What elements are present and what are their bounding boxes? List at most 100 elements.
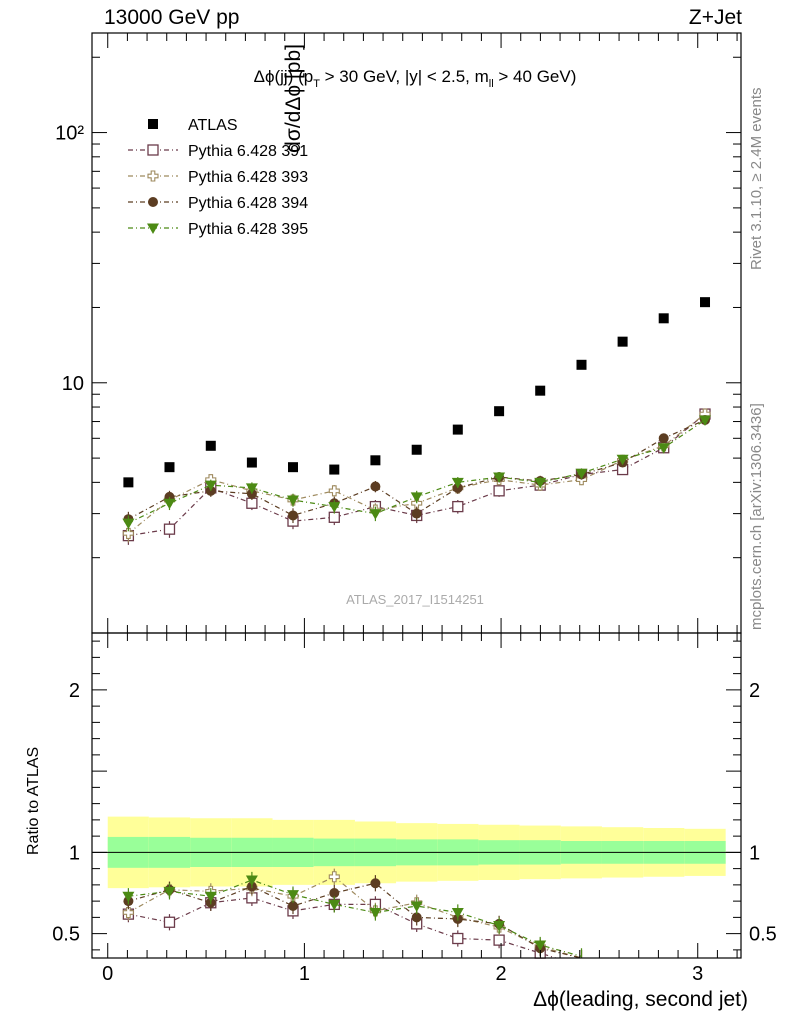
- data-point: [534, 477, 547, 489]
- data-point: [493, 934, 505, 946]
- ratio-y-tick-label: 0.5: [52, 924, 80, 946]
- ratio-series-line: [128, 879, 582, 957]
- data-point: [204, 891, 217, 903]
- data-point: [204, 480, 217, 492]
- data-point: [617, 336, 628, 347]
- ratio-y-tick-label: 1: [69, 842, 80, 864]
- y-tick-label: 10²: [55, 123, 84, 145]
- data-point: [163, 523, 176, 535]
- ratio-y-tick-label-right: 1: [749, 842, 760, 864]
- x-axis-label: Δϕ(leading, second jet): [533, 988, 748, 1011]
- data-point: [535, 385, 546, 396]
- data-point: [122, 891, 135, 903]
- data-point: [328, 511, 340, 523]
- ratio-series-pythia-6-428-395: [122, 871, 583, 958]
- data-point: [494, 406, 505, 417]
- data-point: [329, 888, 340, 898]
- data-point: [246, 457, 257, 468]
- analysis-id-watermark: ATLAS_2017_I1514251: [346, 592, 484, 607]
- legend-item: Pythia 6.428 393: [128, 169, 308, 186]
- x-tick-label: 1: [299, 963, 310, 985]
- ratio-series-line: [128, 876, 582, 958]
- data-point: [163, 916, 176, 928]
- data-point: [657, 443, 670, 454]
- x-tick-label: 2: [496, 963, 507, 985]
- data-point: [287, 462, 298, 473]
- legend-item: ATLAS: [148, 117, 238, 134]
- ratio-y-axis-label: Ratio to ATLAS: [25, 747, 42, 855]
- data-point: [410, 901, 423, 912]
- data-point: [287, 901, 298, 911]
- header-analysis-label: Z+Jet: [688, 6, 742, 29]
- data-point: [452, 424, 463, 435]
- legend-label: ATLAS: [188, 117, 238, 134]
- legend-label: Pythia 6.428 394: [188, 195, 308, 212]
- data-point: [452, 932, 464, 945]
- data-point: [451, 477, 464, 489]
- data-point: [410, 492, 423, 503]
- data-point: [576, 359, 587, 370]
- data-point: [163, 498, 176, 510]
- data-point: [700, 297, 711, 308]
- legend: ATLAS Pythia 6.428 391 Pythia 6.428 393 Pyt…: [128, 117, 308, 238]
- data-point: [658, 313, 669, 324]
- data-point: [147, 170, 159, 182]
- data-point: [699, 415, 712, 427]
- data-point: [369, 509, 382, 520]
- data-point: [163, 886, 176, 898]
- data-point: [164, 462, 175, 473]
- ratio-series-pythia-6-428-394: [123, 875, 583, 958]
- data-point: [122, 518, 135, 530]
- data-point: [122, 906, 134, 919]
- legend-item: Pythia 6.428 395: [128, 221, 308, 238]
- data-point: [370, 878, 381, 889]
- ratio-y-tick-label-right: 2: [749, 680, 760, 702]
- series-pythia-6-428-395: [122, 415, 712, 532]
- y-tick-label: 10: [62, 373, 84, 395]
- ratio-y-tick-label: 2: [69, 680, 80, 702]
- data-point: [493, 921, 506, 932]
- data-point: [328, 502, 341, 513]
- data-point: [534, 940, 547, 951]
- series-atlas: [123, 297, 711, 488]
- data-point: [370, 455, 381, 466]
- data-point: [286, 890, 299, 901]
- data-point: [328, 899, 341, 911]
- data-point: [328, 871, 340, 883]
- ratio-plot-frame: [91, 632, 742, 959]
- ratio-series-line: [128, 897, 558, 958]
- data-point: [493, 472, 506, 484]
- legend-label: Pythia 6.428 391: [188, 143, 308, 160]
- data-point: [147, 223, 159, 234]
- data-point: [122, 527, 134, 539]
- data-point: [369, 908, 382, 919]
- x-tick-label: 0: [102, 963, 113, 985]
- y-axis-label: dσ/dΔϕ [pb]: [282, 44, 305, 153]
- legend-label: Pythia 6.428 395: [188, 221, 308, 238]
- data-point: [205, 440, 216, 451]
- plot-title: Δϕ(jj) (pT > 30 GeV, |y| < 2.5, mll > 40…: [254, 67, 577, 90]
- data-point: [370, 481, 381, 492]
- data-point: [411, 444, 422, 455]
- data-point: [148, 197, 158, 207]
- ratio-y-tick-label-right: 0.5: [749, 924, 777, 946]
- data-point: [147, 144, 159, 156]
- data-point: [148, 119, 158, 129]
- data-point: [411, 508, 422, 519]
- data-point: [575, 468, 588, 480]
- data-point: [616, 454, 629, 466]
- x-tick-label: 3: [692, 963, 703, 985]
- legend-item: Pythia 6.428 394: [128, 195, 308, 212]
- ratio-series-pythia-6-428-391: [122, 889, 558, 959]
- data-point: [123, 477, 134, 488]
- legend-item: Pythia 6.428 391: [128, 143, 308, 160]
- data-point: [451, 908, 464, 919]
- data-point: [328, 485, 340, 497]
- data-point: [411, 912, 422, 923]
- data-point: [493, 485, 505, 497]
- data-point: [287, 510, 298, 521]
- legend-label: Pythia 6.428 393: [188, 169, 308, 186]
- data-point: [452, 500, 464, 513]
- data-point: [329, 464, 340, 475]
